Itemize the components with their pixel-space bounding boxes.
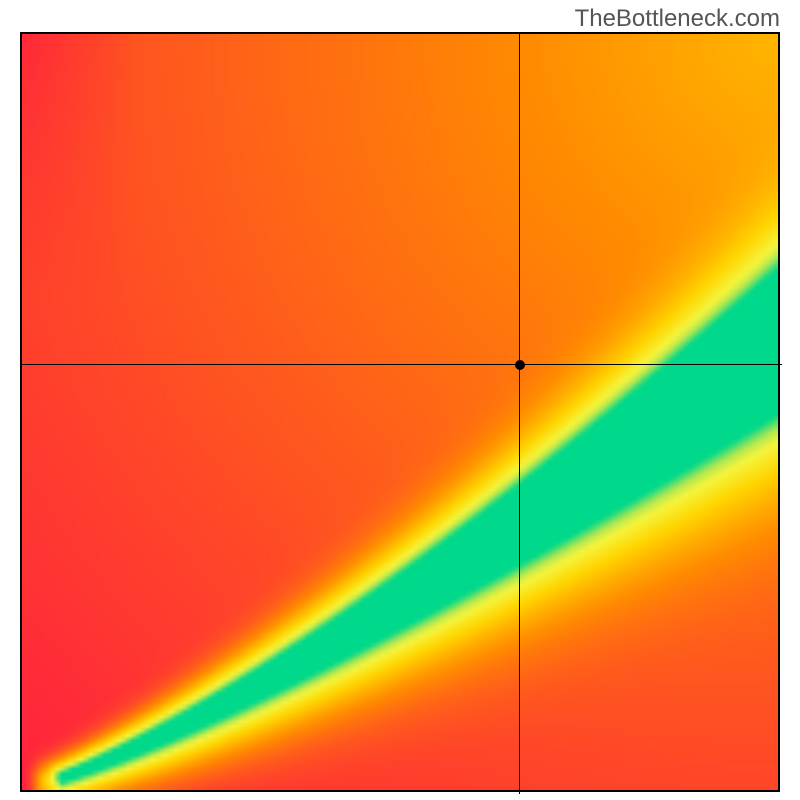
crosshair-vertical [519, 34, 520, 794]
crosshair-horizontal [22, 364, 782, 365]
chart-container: TheBottleneck.com [0, 0, 800, 800]
heatmap-canvas [22, 34, 778, 790]
watermark-text: TheBottleneck.com [575, 5, 780, 33]
heatmap-plot [20, 32, 780, 792]
marker-point [515, 360, 525, 370]
